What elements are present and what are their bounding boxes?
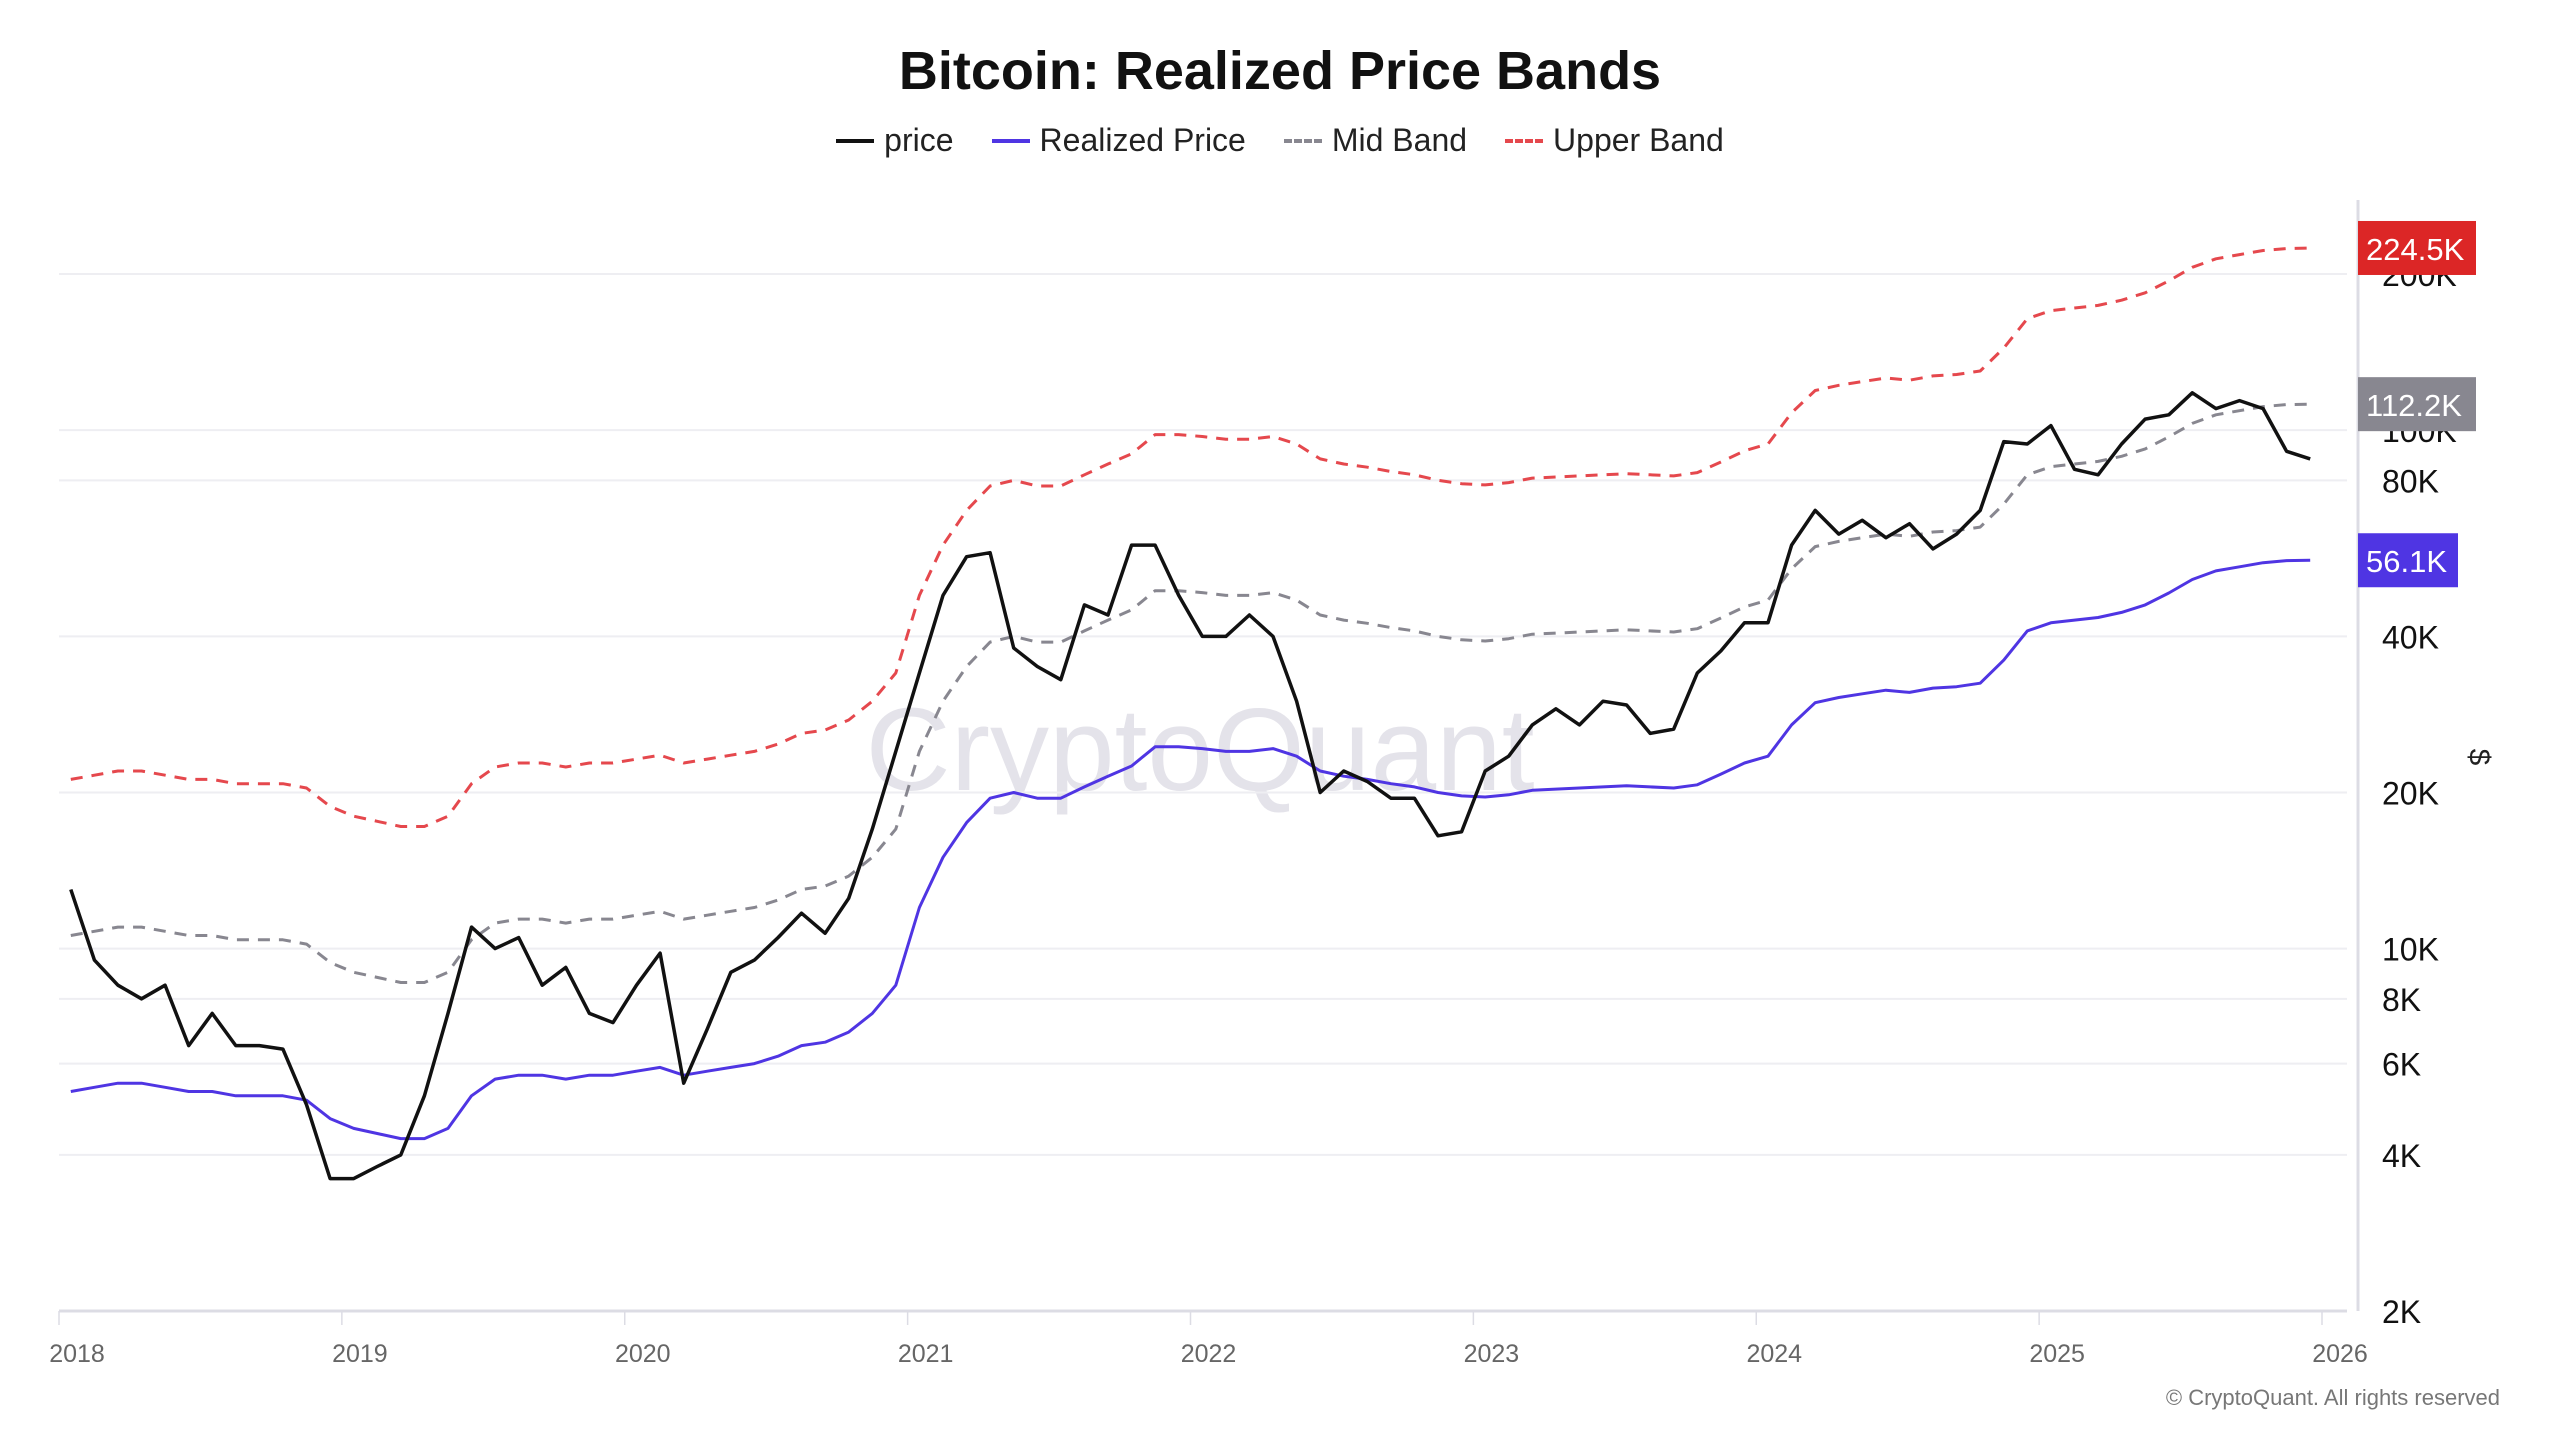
series-line-price xyxy=(69,391,2311,1181)
y-axis-label: $ xyxy=(2462,748,2496,766)
y-tick-label: 20K xyxy=(2382,776,2439,812)
last-value-label: 224.5K xyxy=(2366,232,2465,267)
series-line-upper-band xyxy=(70,246,2311,828)
series-line-mid-band xyxy=(70,402,2311,984)
y-tick-label: 10K xyxy=(2382,932,2439,968)
legend: price Realized Price Mid Band Upper Band xyxy=(0,122,2560,159)
legend-label: Realized Price xyxy=(1039,122,1246,158)
x-tick-label: 2020 xyxy=(615,1340,671,1368)
last-value-label: 112.2K xyxy=(2366,388,2462,423)
y-tick-label: 2K xyxy=(2382,1294,2421,1330)
series-line-realized-price xyxy=(70,558,2311,1141)
x-tick-label: 2021 xyxy=(898,1340,954,1368)
y-tick-label: 80K xyxy=(2382,463,2439,499)
legend-item-mid-band[interactable]: Mid Band xyxy=(1283,122,1468,159)
x-tick-label: 2023 xyxy=(1464,1340,1520,1368)
legend-label: Mid Band xyxy=(1331,122,1468,158)
legend-swatch xyxy=(1283,138,1322,143)
x-tick-label: 2024 xyxy=(1746,1340,1802,1368)
y-tick-label: 6K xyxy=(2382,1047,2421,1083)
y-tick-label: 40K xyxy=(2382,619,2439,655)
legend-label: price xyxy=(884,122,954,158)
x-tick-label: 2018 xyxy=(49,1340,105,1368)
x-tick-label: 2026 xyxy=(2312,1340,2368,1368)
watermark: CryptoQuant xyxy=(866,684,1535,816)
legend-swatch xyxy=(836,138,875,143)
legend-item-upper-band[interactable]: Upper Band xyxy=(1505,122,1724,159)
x-tick-label: 2025 xyxy=(2029,1340,2085,1368)
last-value-badge xyxy=(2358,377,2476,432)
last-value-badge xyxy=(2358,533,2458,588)
legend-item-price[interactable]: price xyxy=(836,122,954,159)
x-tick-label: 2019 xyxy=(332,1340,388,1368)
y-tick-label: 8K xyxy=(2382,982,2421,1018)
legend-swatch xyxy=(1505,138,1544,143)
y-tick-label: 4K xyxy=(2382,1138,2421,1174)
legend-item-realized-price[interactable]: Realized Price xyxy=(991,122,1246,159)
legend-label: Upper Band xyxy=(1553,122,1724,158)
x-tick-label: 2022 xyxy=(1181,1340,1237,1368)
legend-swatch xyxy=(991,138,1030,143)
chart-title: Bitcoin: Realized Price Bands xyxy=(898,41,1662,101)
last-value-label: 56.1K xyxy=(2366,544,2447,579)
last-value-badge xyxy=(2358,220,2476,275)
copyright: © CryptoQuant. All rights reserved xyxy=(2165,1385,2500,1410)
